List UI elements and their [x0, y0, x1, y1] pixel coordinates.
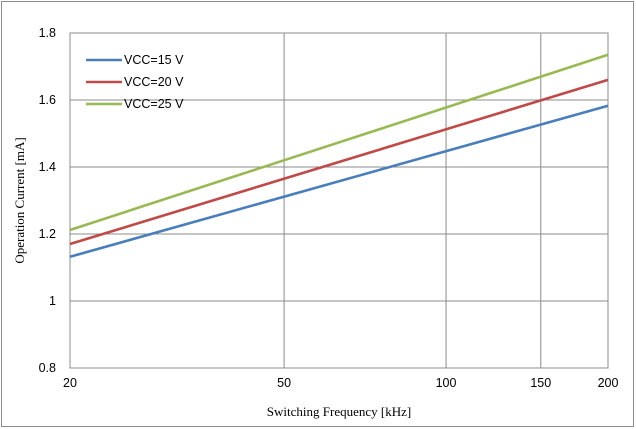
y-tick-label: 1.8 — [39, 26, 56, 40]
series-line-1 — [69, 104, 609, 259]
x-tick-label: 200 — [598, 376, 619, 390]
legend-label-3: VCC=25 V — [124, 97, 184, 111]
y-tick-labels: 0.8 1 1.2 1.4 1.6 1.8 — [39, 26, 56, 375]
y-tick-label: 1.6 — [39, 93, 56, 107]
legend-label-2: VCC=20 V — [124, 75, 184, 89]
y-tick-label: 0.8 — [39, 361, 56, 375]
legend-label-1: VCC=15 V — [124, 53, 184, 67]
x-tick-label: 20 — [63, 376, 77, 390]
y-tick-label: 1 — [49, 294, 56, 308]
y-tick-label: 1.2 — [39, 227, 56, 241]
y-axis-title: Operation Current [mA] — [12, 137, 27, 263]
y-tick-label: 1.4 — [39, 160, 56, 174]
legend: VCC=15 V VCC=20 V VCC=25 V — [86, 53, 184, 111]
x-tick-labels: 20 50 100 150 200 — [63, 376, 618, 390]
x-axis-title: Switching Frequency [kHz] — [267, 404, 411, 419]
x-tick-label: 100 — [436, 376, 457, 390]
series-line-2 — [69, 78, 609, 246]
series-line-3 — [69, 53, 609, 232]
x-tick-label: 50 — [277, 376, 291, 390]
x-tick-label: 150 — [530, 376, 551, 390]
plot-area-border — [69, 32, 609, 369]
series-layer — [69, 53, 609, 259]
